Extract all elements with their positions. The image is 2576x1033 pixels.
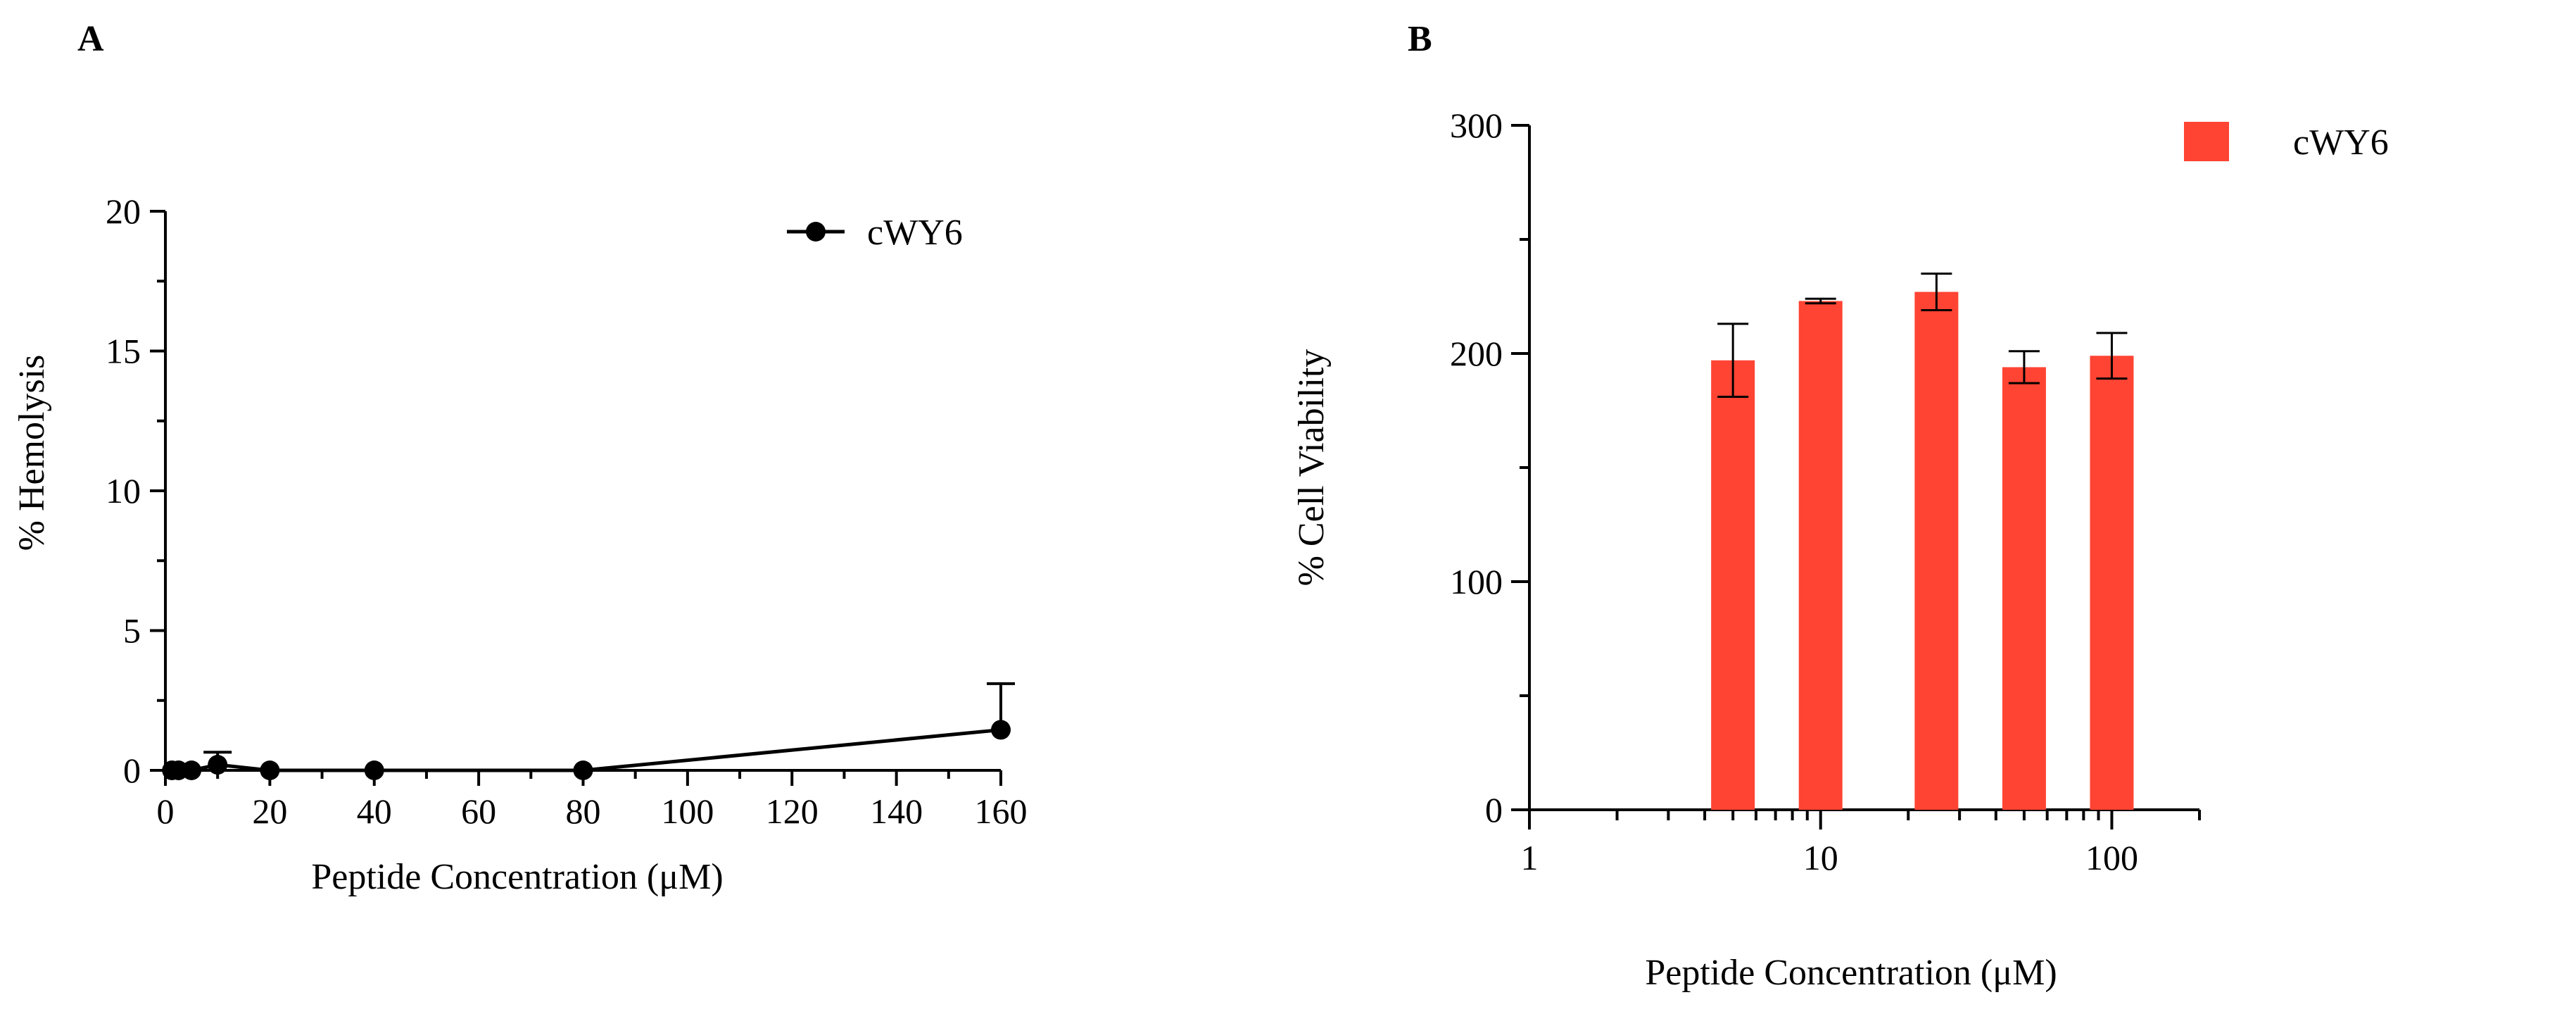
chart-b-x-tick-label: 10 [1803,838,1838,877]
chart-b-y-tick-label: 200 [1450,334,1503,373]
chart-b-x-tick-label: 1 [1521,838,1539,877]
chart-a-legend-label: cWY6 [867,213,963,253]
chart-a-x-tick-label: 80 [566,791,601,831]
chart-b-y-tick-label: 0 [1485,790,1503,829]
chart-a-x-tick-label: 40 [357,791,392,831]
chart-b-x-axis-title: Peptide Concentration (μM) [1645,953,2057,993]
chart-a-y-tick-label: 0 [123,751,141,790]
chart-a-x-tick-label: 20 [252,791,287,831]
chart-a-data-point [260,760,280,780]
chart-a-y-tick-label: 5 [123,611,141,651]
panel-letter-b: B [1408,19,1432,59]
cell-viability-chart: Peptide Concentration (μM) % Cell Viabil… [1292,106,2389,993]
panel-letter-a: A [77,19,104,59]
chart-a-x-tick-label: 100 [661,791,714,831]
chart-b-y-axis-title: % Cell Viability [1292,349,1332,587]
hemolysis-chart: Peptide Concentration (μM) % Hemolysis 0… [12,192,1028,897]
chart-a-x-tick-label: 0 [157,791,175,831]
chart-b-bar [1798,301,1843,810]
chart-a-legend-marker [806,222,826,242]
chart-b-legend-swatch [2184,122,2229,161]
chart-a-x-tick-label: 140 [870,791,923,831]
chart-a-y-tick-label: 20 [106,192,141,231]
chart-b-y-tick-label: 100 [1450,562,1503,601]
chart-a-x-tick-label: 60 [461,791,496,831]
chart-b-y-tick-label: 300 [1450,106,1503,145]
chart-a-legend: cWY6 [787,213,963,253]
chart-a-data-point [364,760,384,780]
chart-b-bar [2090,356,2134,810]
chart-b-bar [1914,292,1959,810]
chart-a-data-point [573,760,593,780]
chart-b-bar [2002,367,2046,810]
chart-b-bar [1711,360,1755,810]
chart-a-data-point [208,755,228,775]
chart-a-y-axis-title: % Hemolysis [12,355,52,551]
chart-b-legend-label: cWY6 [2293,123,2389,163]
chart-a-data-point [182,760,202,780]
chart-b-legend: cWY6 [2184,122,2389,163]
chart-b-x-tick-label: 100 [2085,838,2138,877]
chart-a-y-tick-label: 15 [106,332,141,371]
chart-a-x-tick-label: 160 [975,791,1028,831]
chart-a-x-axis-title: Peptide Concentration (μM) [311,857,723,897]
chart-a-data-point [991,720,1011,740]
chart-a-y-tick-label: 10 [106,471,141,511]
chart-a-x-tick-label: 120 [766,791,819,831]
